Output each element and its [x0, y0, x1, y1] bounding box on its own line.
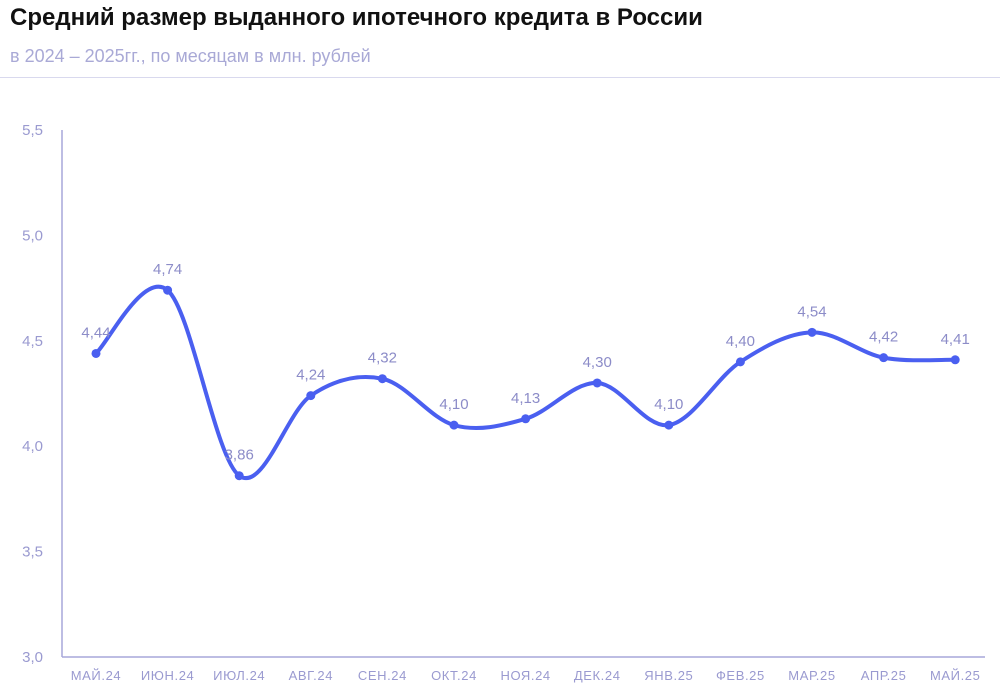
y-tick-label: 5,5: [22, 122, 43, 139]
x-tick-label: ИЮН.24: [141, 668, 195, 683]
data-label: 3,86: [225, 447, 254, 464]
series: [91, 284, 960, 481]
y-axis: 3,0 3,5 4,0 4,5 5,0 5,5: [22, 122, 63, 666]
data-point: [306, 391, 316, 401]
data-point: [91, 348, 101, 358]
header-divider: [0, 77, 1000, 78]
data-label: 4,30: [583, 354, 612, 371]
data-label: 4,41: [941, 331, 970, 348]
x-tick-label: АПР.25: [861, 668, 907, 683]
data-label: 4,10: [439, 396, 468, 413]
x-tick-label: ФЕВ.25: [716, 668, 765, 683]
data-point: [521, 414, 531, 424]
data-label: 4,10: [654, 396, 683, 413]
data-label: 4,13: [511, 390, 540, 407]
data-point: [879, 353, 889, 363]
y-tick-label: 3,0: [22, 649, 43, 666]
data-point: [735, 357, 745, 367]
data-label: 4,74: [153, 261, 182, 278]
y-tick-label: 5,0: [22, 227, 43, 244]
data-label: 4,42: [869, 329, 898, 346]
x-tick-label: НОЯ.24: [500, 668, 550, 683]
data-label: 4,32: [368, 350, 397, 367]
data-point: [664, 420, 674, 430]
x-tick-label: МАЙ.25: [930, 668, 981, 683]
x-tick-label: АВГ.24: [289, 668, 333, 683]
data-label: 4,24: [296, 367, 325, 384]
data-labels: 4,44 4,74 3,86 4,24 4,32 4,10 4,13 4,30 4,10 4,40…: [81, 261, 969, 464]
x-tick-label: ОКТ.24: [431, 668, 477, 683]
y-tick-label: 4,0: [22, 438, 43, 455]
y-tick-label: 3,5: [22, 544, 43, 561]
data-point: [807, 327, 817, 337]
data-label: 4,40: [726, 333, 755, 350]
data-point: [592, 378, 602, 388]
x-tick-label: СЕН.24: [358, 668, 407, 683]
data-label: 4,44: [81, 324, 110, 341]
data-point: [449, 420, 459, 430]
data-point: [163, 285, 173, 295]
x-axis: МАЙ.24 ИЮН.24 ИЮЛ.24 АВГ.24 СЕН.24 ОКТ.24 НОЯ.…: [62, 656, 985, 683]
chart-title: Средний размер выданного ипотечного кред…: [10, 4, 703, 31]
data-point: [234, 471, 244, 481]
x-tick-label: ИЮЛ.24: [213, 668, 265, 683]
x-tick-label: МАР.25: [788, 668, 835, 683]
series-line: [94, 284, 958, 481]
x-tick-label: МАЙ.24: [71, 668, 122, 683]
data-label: 4,54: [797, 303, 826, 320]
chart-subtitle: в 2024 – 2025гг., по месяцам в млн. рубл…: [10, 46, 371, 66]
data-point: [950, 355, 960, 365]
x-tick-label: ДЕК.24: [574, 668, 621, 683]
y-tick-label: 4,5: [22, 333, 43, 350]
data-point: [377, 374, 387, 384]
x-tick-label: ЯНВ.25: [644, 668, 693, 683]
